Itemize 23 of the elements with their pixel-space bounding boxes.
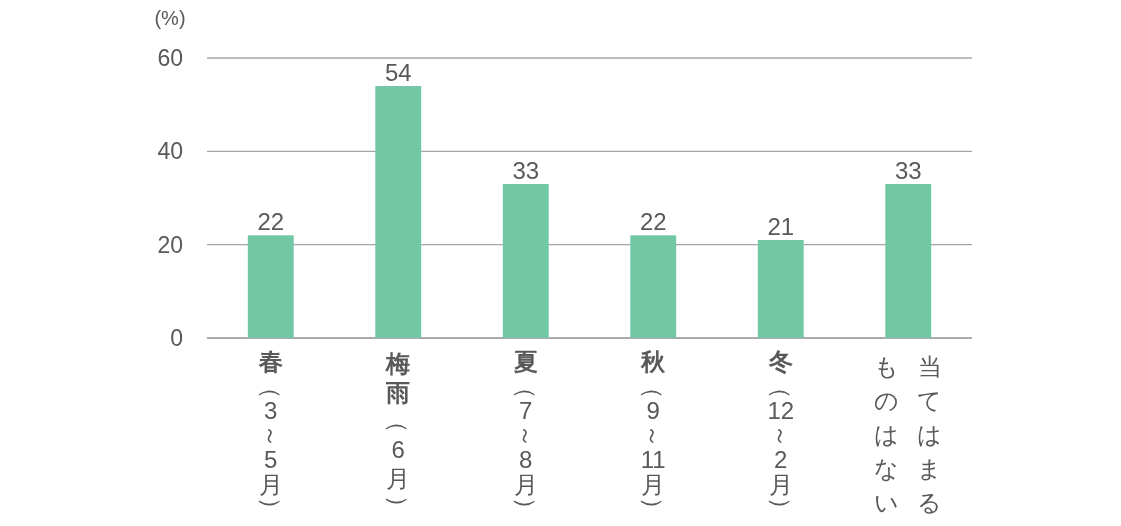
bar (757, 240, 804, 338)
y-tick-label: 20 (157, 231, 183, 258)
x-tick-label: 梅雨（6月） (384, 350, 414, 522)
y-axis-title: (%) (154, 7, 186, 29)
bar (247, 235, 294, 338)
bar (885, 184, 932, 338)
x-tick-label: 夏（7～8月） (512, 348, 541, 524)
data-label: 54 (384, 58, 412, 86)
bar (630, 235, 677, 338)
y-tick-label: 40 (157, 138, 183, 165)
x-tick-label: 秋（9～11月） (639, 348, 669, 524)
data-label: 22 (257, 207, 285, 235)
data-label: 33 (894, 156, 922, 184)
bar (375, 86, 422, 338)
data-label: 21 (767, 212, 795, 240)
bar (502, 184, 549, 338)
y-tick-label: 0 (170, 325, 183, 351)
data-label: 33 (512, 156, 540, 184)
category-label: 当てはまるものはない (874, 353, 943, 516)
x-tick-label: 春（3～5月） (257, 348, 286, 524)
data-label: 22 (639, 207, 667, 235)
x-tick-label: 冬（12～2月） (766, 348, 796, 524)
y-tick-label: 60 (157, 45, 183, 71)
